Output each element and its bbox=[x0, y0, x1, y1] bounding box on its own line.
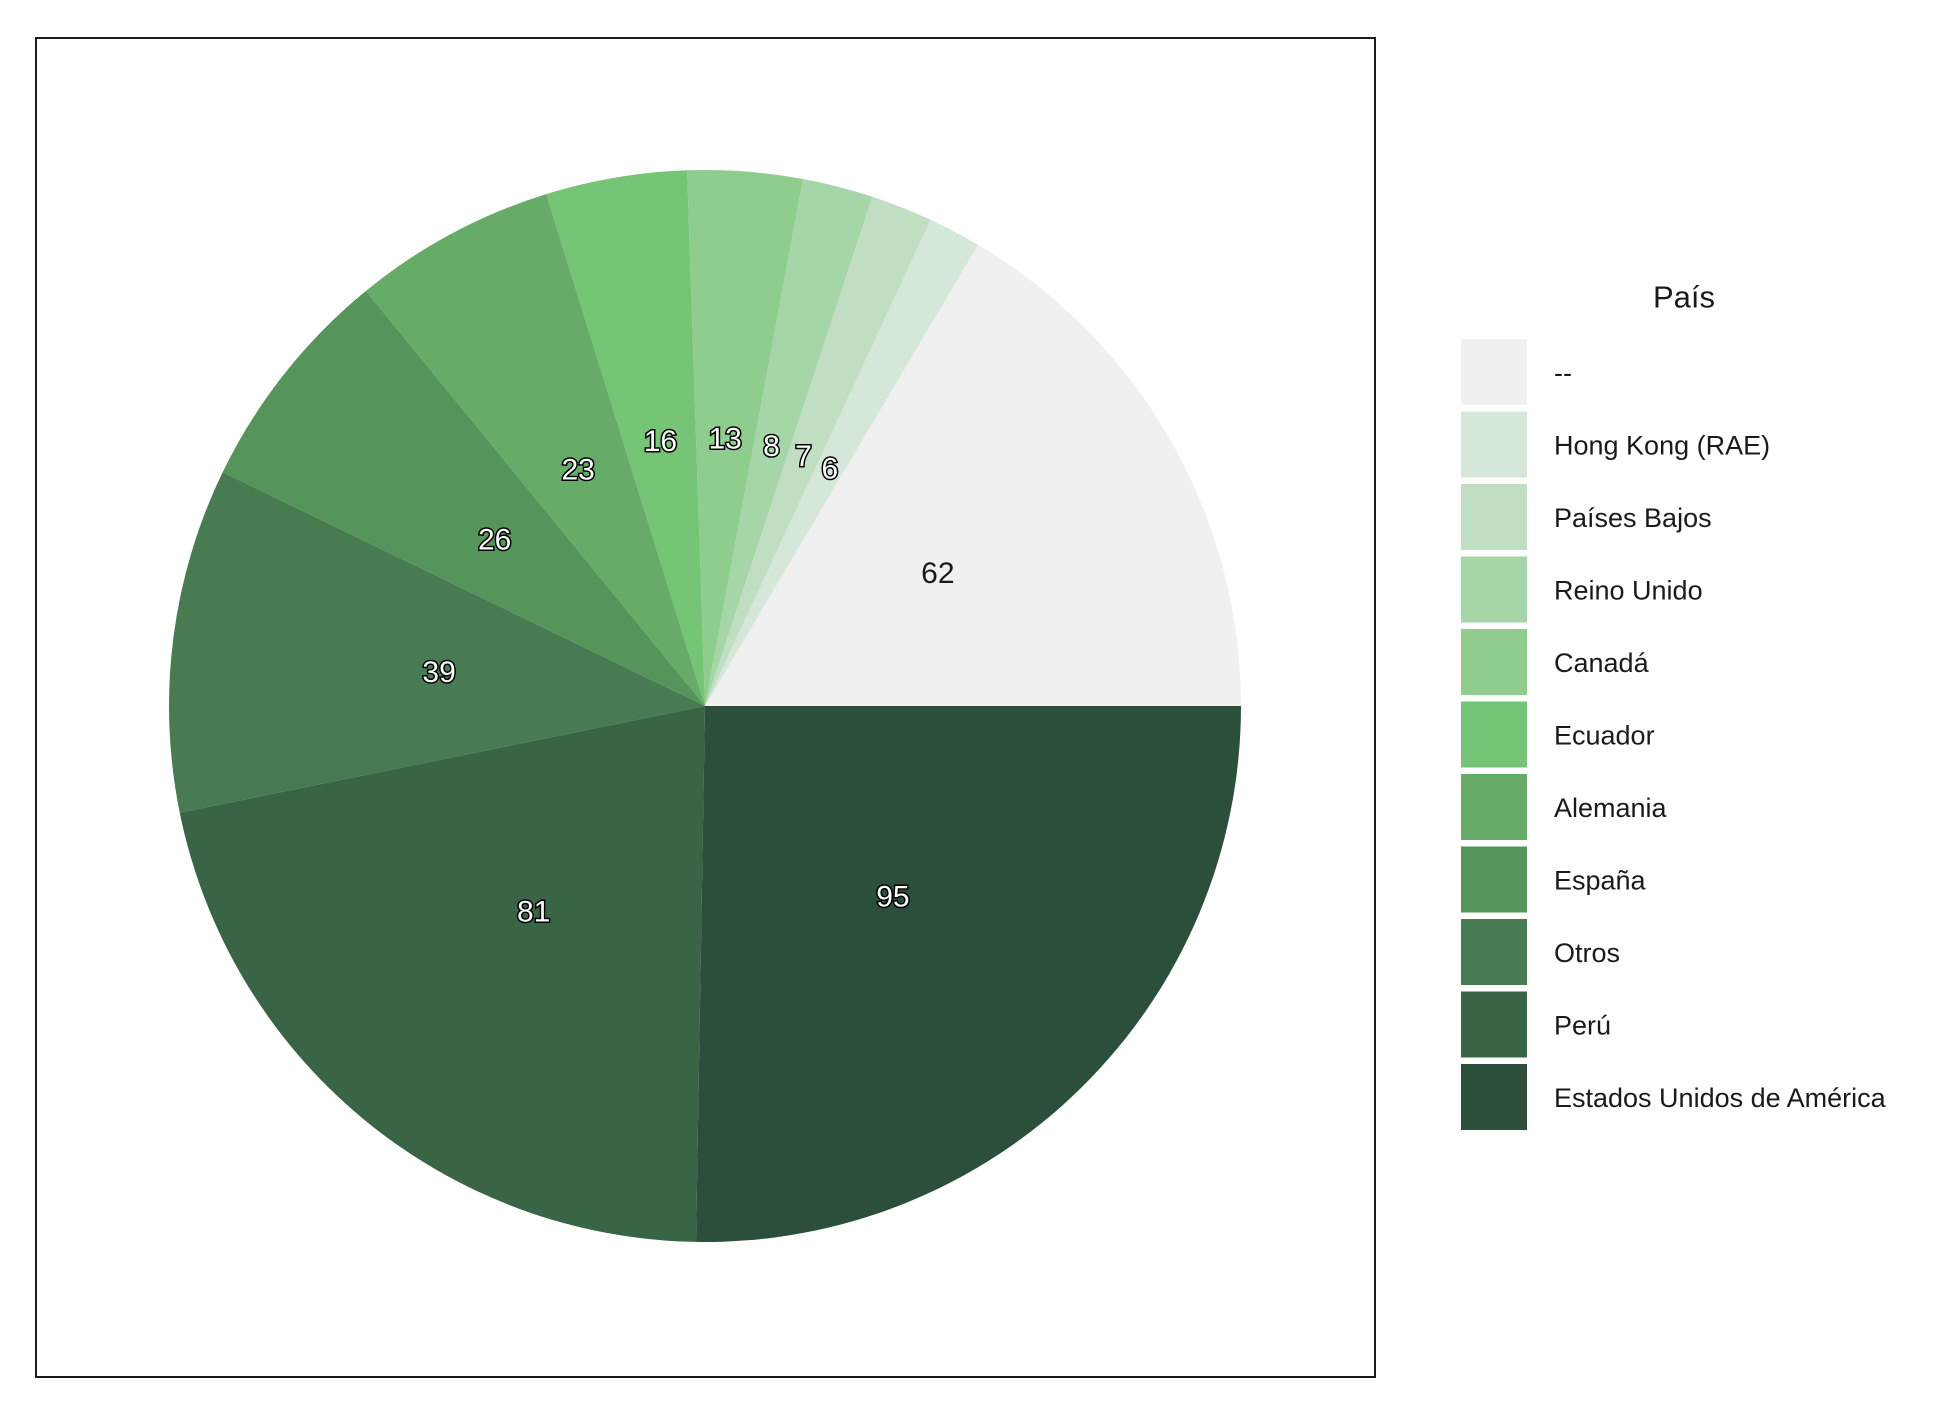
legend-key-hong-kong-rae bbox=[1461, 411, 1527, 478]
legend-key-canada bbox=[1461, 629, 1527, 695]
plot-panel-border bbox=[35, 37, 1376, 1378]
legend-label-sin-pais: -- bbox=[1554, 358, 1572, 388]
pie-slice-alemania bbox=[365, 194, 705, 706]
legend-key-paises-bajos bbox=[1461, 484, 1527, 550]
legend-label-paises-bajos: Países Bajos bbox=[1554, 503, 1712, 533]
legend-key-peru bbox=[1461, 991, 1527, 1058]
slice-label-otros: 39 bbox=[422, 656, 455, 689]
legend-label-ecuador: Ecuador bbox=[1554, 721, 1655, 751]
slice-label-estados-unidos-de-america: 95 bbox=[876, 881, 909, 914]
slice-label-hong-kong-rae: 6 bbox=[822, 452, 839, 485]
pie-slice-peru bbox=[179, 706, 706, 1242]
legend-key-ecuador bbox=[1461, 701, 1527, 768]
legend-key-reino-unido bbox=[1461, 556, 1527, 623]
legend-title: País bbox=[1653, 280, 1715, 315]
slice-label-espana: 26 bbox=[478, 523, 511, 556]
legend-label-otros: Otros bbox=[1554, 938, 1620, 968]
legend-label-alemania: Alemania bbox=[1554, 793, 1668, 823]
pie-slice-hong-kong-rae bbox=[705, 219, 979, 707]
legend: País -- Hong Kong (RAE) Países Bajos Reino … bbox=[1461, 280, 1887, 1130]
legend-key-estados-unidos-de-america bbox=[1461, 1064, 1527, 1130]
slice-label-peru: 81 bbox=[517, 896, 550, 929]
slice-label-ecuador: 16 bbox=[644, 425, 677, 458]
slice-label-reino-unido: 8 bbox=[763, 430, 780, 463]
legend-items: -- Hong Kong (RAE) Países Bajos Reino Unido… bbox=[1461, 339, 1887, 1130]
legend-label-estados-unidos-de-america: Estados Unidos de América bbox=[1554, 1083, 1887, 1113]
pie-slice-sin-pais bbox=[705, 244, 1241, 706]
pie-slice-espana bbox=[222, 290, 705, 706]
slice-label-canada: 13 bbox=[708, 422, 741, 455]
legend-key-alemania bbox=[1461, 774, 1527, 840]
legend-label-espana: España bbox=[1554, 866, 1647, 896]
pie-slice-canada bbox=[687, 170, 803, 706]
slice-label-sin-pais: 62 bbox=[921, 557, 954, 590]
pie-slices bbox=[169, 170, 1241, 1243]
slice-label-paises-bajos: 7 bbox=[795, 440, 812, 473]
legend-key-espana bbox=[1461, 846, 1527, 913]
pie-slice-ecuador bbox=[546, 170, 705, 707]
slice-label-alemania: 23 bbox=[561, 453, 594, 486]
pie-slice-paises-bajos bbox=[705, 196, 931, 707]
legend-key-sin-pais bbox=[1461, 339, 1527, 405]
legend-label-reino-unido: Reino Unido bbox=[1554, 576, 1703, 606]
slice-value-labels: 62 678 13 16 23 26 39 81 95 bbox=[421, 421, 955, 930]
legend-label-hong-kong-rae: Hong Kong (RAE) bbox=[1554, 431, 1770, 461]
pie-slice-estados-unidos-de-america bbox=[696, 706, 1241, 1243]
legend-label-peru: Perú bbox=[1554, 1011, 1611, 1041]
legend-label-canada: Canadá bbox=[1554, 648, 1650, 678]
pie-slice-reino-unido bbox=[705, 179, 873, 706]
legend-key-otros bbox=[1461, 919, 1527, 985]
pie-slice-otros bbox=[169, 472, 705, 813]
